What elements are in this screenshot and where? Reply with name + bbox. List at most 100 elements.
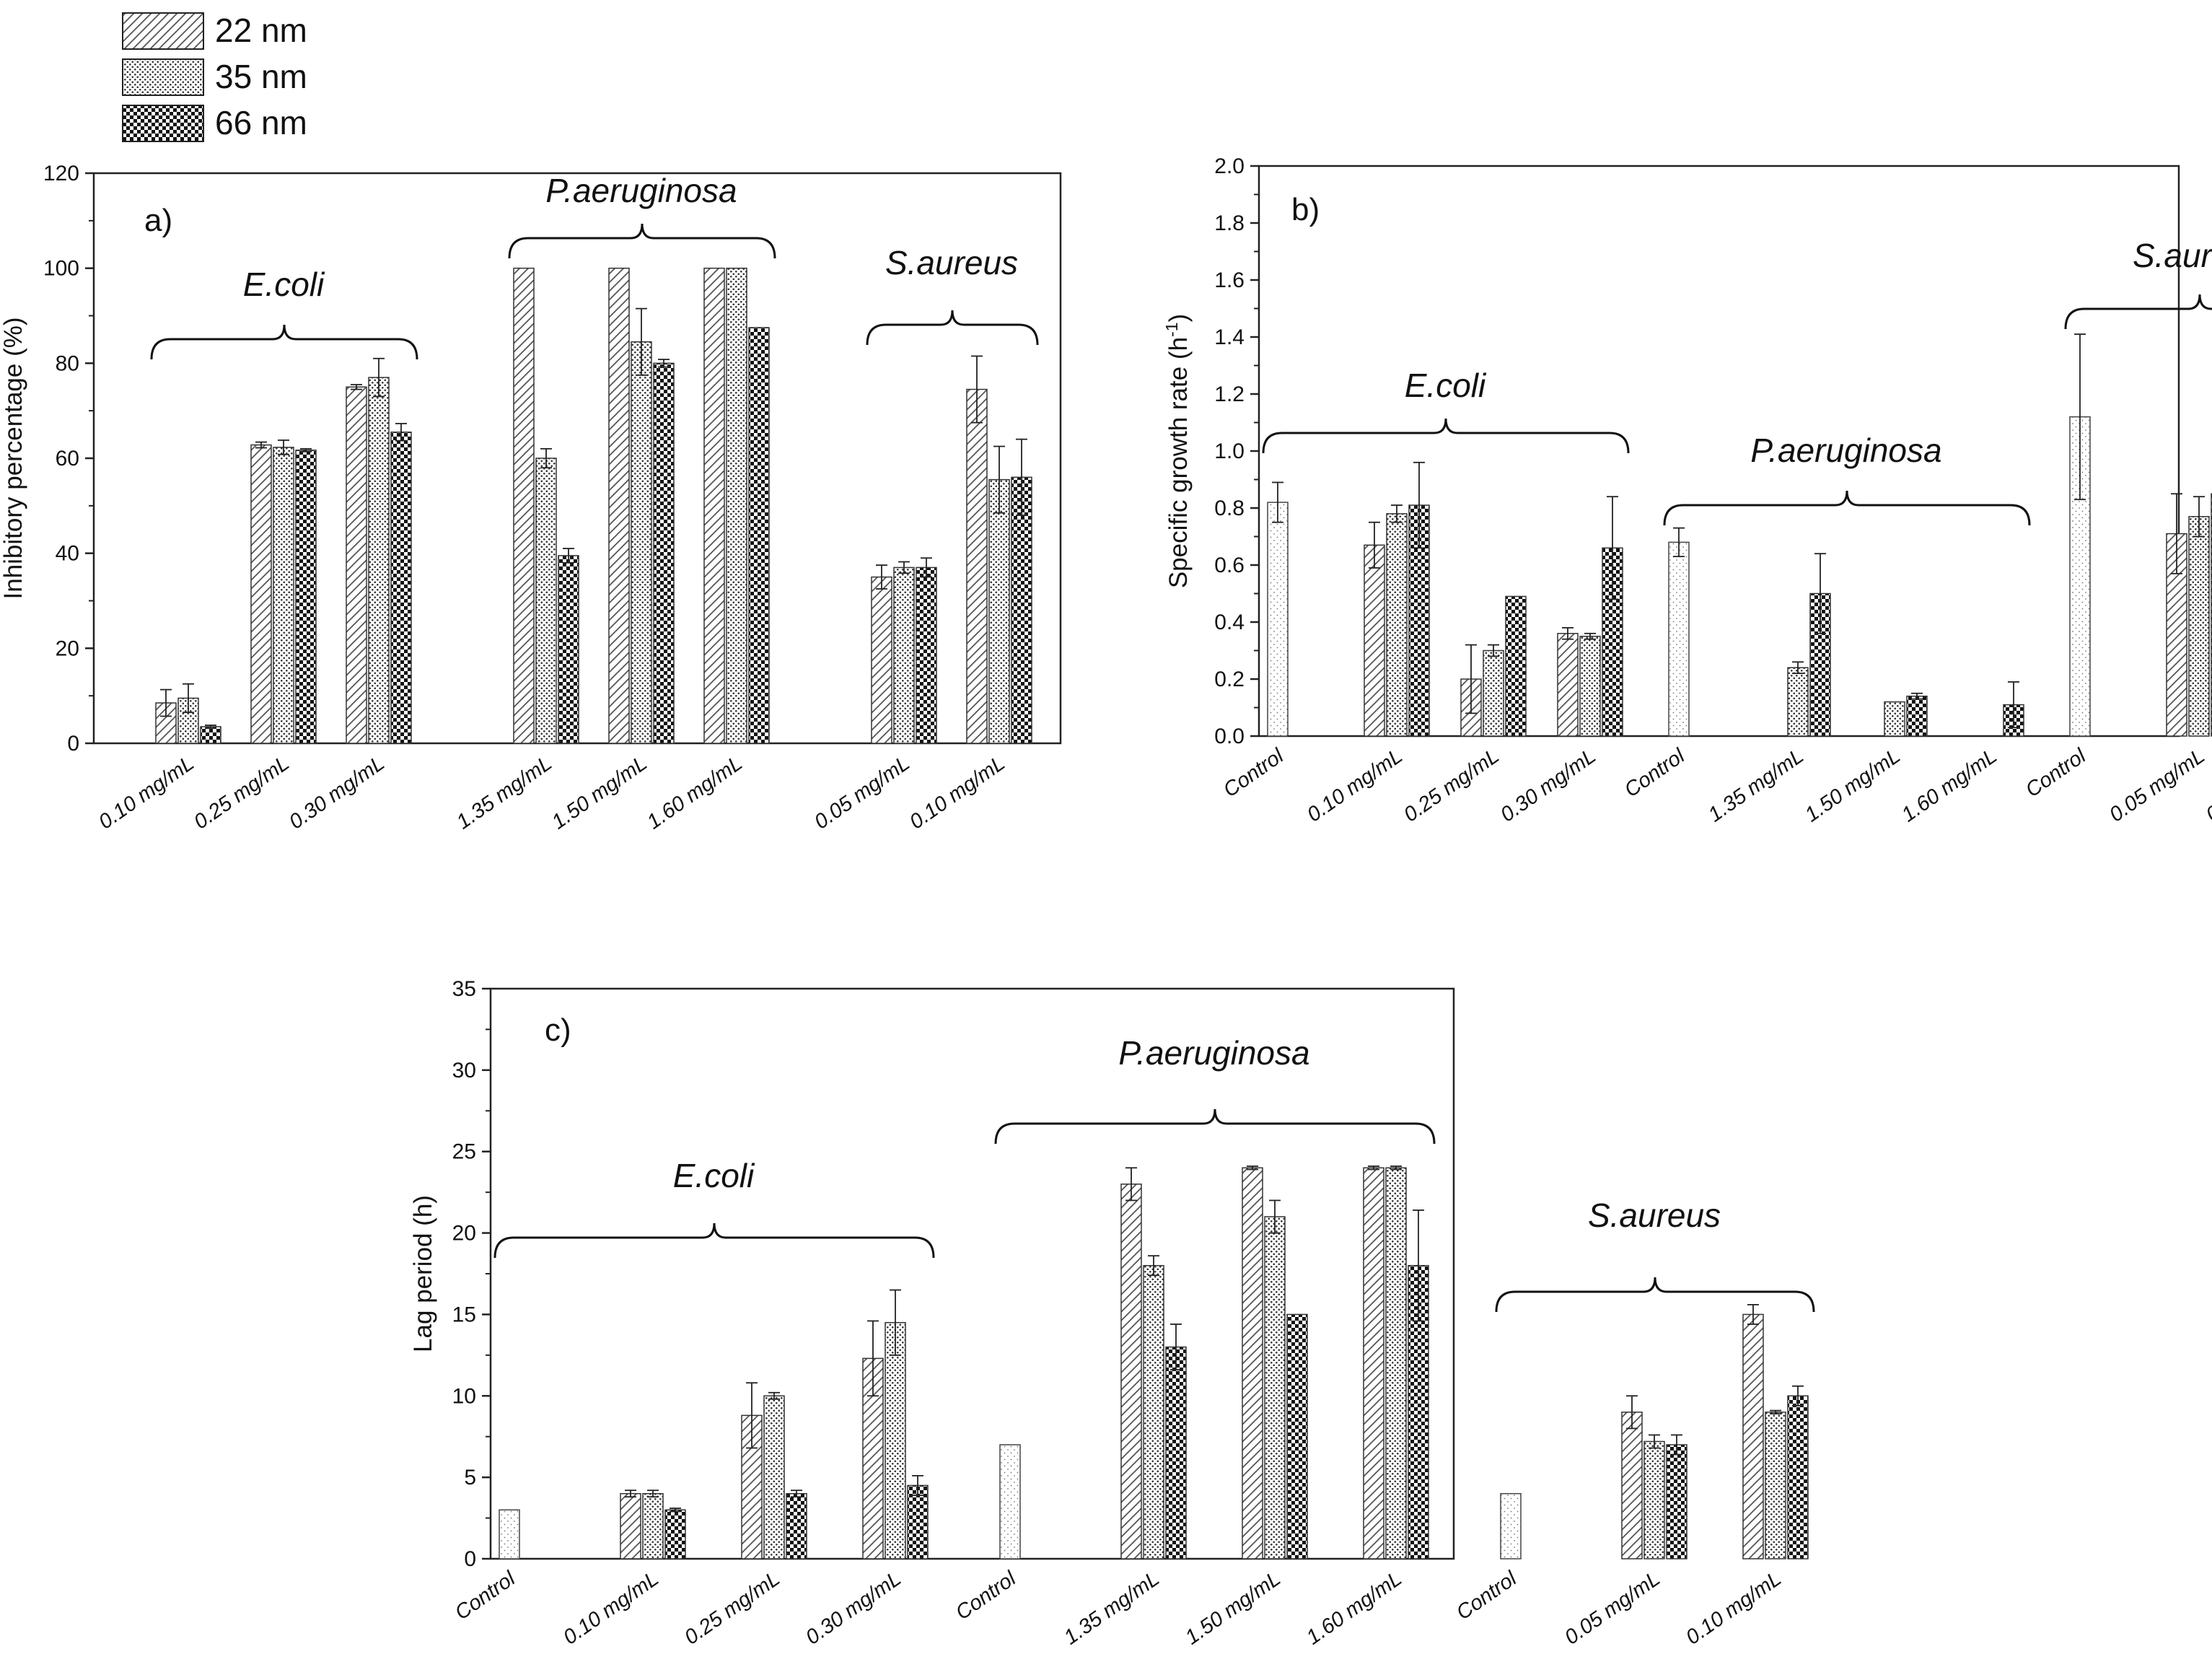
x-tick-label-control: Control (1620, 744, 1690, 802)
y-tick-label: 15 (452, 1303, 476, 1326)
y-tick-label: 1.8 (1214, 211, 1245, 235)
bar-e-coli-0-30-mg-ml-66-nm (390, 432, 412, 744)
y-tick-label: 20 (56, 636, 79, 660)
bar-p-aeruginosa-control (999, 1444, 1021, 1559)
x-tick-label-0-25-mg-ml: 0.25 mg/mL (1400, 745, 1504, 827)
bar-p-aeruginosa-1-50-mg-ml-66-nm (1906, 695, 1928, 737)
bar-e-coli-0-10-mg-ml-35-nm (1386, 513, 1408, 737)
legend-label-66nm: 66 nm (215, 104, 307, 141)
y-tick-label: 20 (452, 1222, 476, 1246)
y-tick-label: 2.0 (1214, 154, 1245, 178)
bar-p-aeruginosa-1-50-mg-ml-35-nm (1264, 1216, 1286, 1559)
y-tick-label: 1.6 (1214, 268, 1245, 292)
bar-p-aeruginosa-control (1668, 541, 1690, 737)
group-label-s-aureus: S.aureus (1588, 1196, 1721, 1234)
group-label-e-coli: E.coli (1405, 367, 1487, 404)
y-axis-title: Lag period (h) (409, 1195, 437, 1352)
bar-e-coli-0-30-mg-ml-22-nm (1557, 633, 1579, 737)
x-tick-label-control: Control (952, 1567, 1021, 1625)
bar-p-aeruginosa-1-50-mg-ml-35-nm (631, 341, 652, 744)
y-tick-label: 0 (464, 1547, 476, 1571)
bar-e-coli-0-30-mg-ml-66-nm (907, 1484, 929, 1559)
bar-s-aureus-0-05-mg-ml-66-nm (916, 566, 937, 744)
bar-p-aeruginosa-1-60-mg-ml-35-nm (726, 267, 747, 744)
bar-e-coli-0-25-mg-ml-66-nm (295, 450, 317, 744)
group-bracket-e-coli (493, 1222, 935, 1259)
x-tick-label-0-05-mg-ml: 0.05 mg/mL (1561, 1567, 1664, 1650)
bar-s-aureus-0-05-mg-ml-35-nm (1643, 1440, 1665, 1559)
x-tick-label-1-35-mg-ml: 1.35 mg/mL (452, 752, 556, 834)
legend-item-66nm: 66 nm (122, 104, 307, 142)
bar-s-aureus-0-10-mg-ml-22-nm (1742, 1313, 1764, 1559)
group-label-p-aeruginosa: P.aeruginosa (545, 172, 737, 209)
x-tick-label-1-60-mg-ml: 1.60 mg/mL (643, 752, 747, 834)
bar-e-coli-0-25-mg-ml-35-nm (763, 1395, 785, 1559)
y-tick-label: 25 (452, 1140, 476, 1164)
bar-s-aureus-0-05-mg-ml-22-nm (1621, 1412, 1643, 1559)
x-tick-label-1-35-mg-ml: 1.35 mg/mL (1060, 1567, 1164, 1650)
bar-p-aeruginosa-1-35-mg-ml-66-nm (1165, 1346, 1187, 1559)
group-bracket-s-aureus (1495, 1277, 1815, 1313)
bar-e-coli-0-25-mg-ml-66-nm (786, 1492, 807, 1559)
x-tick-label-1-50-mg-ml: 1.50 mg/mL (548, 752, 651, 834)
legend-swatch-checker (122, 105, 204, 142)
x-tick-label-0-10-mg-ml: 0.10 mg/mL (905, 752, 1009, 834)
group-bracket-s-aureus (2064, 294, 2212, 330)
chart-panel-a: 0 20 40 60 80 100 120 Inhibitory percentage (%)… (0, 162, 1062, 834)
bar-p-aeruginosa-1-50-mg-ml-66-nm (1286, 1313, 1308, 1559)
bar-s-aureus-0-10-mg-ml-66-nm (1011, 476, 1032, 744)
bar-s-aureus-0-10-mg-ml-66-nm (1787, 1395, 1809, 1559)
bar-s-aureus-0-05-mg-ml-22-nm (871, 576, 892, 744)
group-bracket-s-aureus (866, 310, 1039, 346)
bar-p-aeruginosa-1-60-mg-ml-22-nm (703, 267, 725, 744)
bar-p-aeruginosa-1-35-mg-ml-66-nm (558, 555, 579, 744)
x-tick-label-0-30-mg-ml: 0.30 mg/mL (802, 1567, 905, 1650)
y-tick-label: 35 (452, 977, 476, 1001)
x-tick-label-0-10-mg-ml: 0.10 mg/mL (559, 1567, 663, 1650)
bar-e-coli-control (499, 1509, 520, 1559)
group-bracket-e-coli (150, 324, 418, 360)
y-tick-label: 0.0 (1214, 725, 1245, 748)
bar-p-aeruginosa-1-35-mg-ml-35-nm (535, 458, 557, 744)
bar-p-aeruginosa-1-50-mg-ml-66-nm (653, 362, 675, 744)
bar-p-aeruginosa-1-50-mg-ml-22-nm (608, 267, 630, 744)
panel-label: c) (545, 1012, 571, 1048)
bar-e-coli-0-30-mg-ml-35-nm (1579, 636, 1601, 737)
chart-panel-b: 0.0 0.2 0.4 0.6 0.8 1.0 1.2 1.4 1.6 1.8 2.0 Specifi… (1162, 154, 2212, 827)
x-tick-label-control: Control (2022, 744, 2091, 802)
x-tick-label-0-30-mg-ml: 0.30 mg/mL (1496, 745, 1600, 827)
legend-label-22nm: 22 nm (215, 12, 307, 49)
y-tick-label: 0.8 (1214, 496, 1245, 520)
y-tick-label: 0 (67, 732, 79, 756)
x-tick-label-1-50-mg-ml: 1.50 mg/mL (1801, 745, 1905, 827)
legend-item-35nm: 35 nm (122, 58, 307, 96)
x-tick-label-0-05-mg-ml: 0.05 mg/mL (2105, 745, 2209, 827)
bar-e-coli-0-10-mg-ml-22-nm (1364, 544, 1385, 737)
bar-s-aureus-0-10-mg-ml-35-nm (988, 478, 1010, 744)
bar-e-coli-0-10-mg-ml-66-nm (200, 726, 221, 744)
x-tick-label-0-10-mg-ml: 0.10 mg/mL (95, 752, 198, 834)
y-tick-label: 30 (452, 1059, 476, 1082)
y-tick-label: 5 (464, 1466, 476, 1489)
y-axis-title-end: ) (1164, 314, 1193, 323)
group-label-e-coli: E.coli (243, 266, 325, 303)
x-tick-label-1-35-mg-ml: 1.35 mg/mL (1704, 745, 1808, 827)
bar-e-coli-0-25-mg-ml-66-nm (1505, 595, 1527, 737)
bar-p-aeruginosa-1-35-mg-ml-22-nm (1120, 1184, 1142, 1559)
bar-e-coli-0-30-mg-ml-22-nm (346, 386, 367, 744)
bar-e-coli-control (1267, 502, 1289, 737)
bar-p-aeruginosa-1-60-mg-ml-22-nm (1363, 1167, 1384, 1559)
y-tick-label: 60 (56, 447, 79, 471)
y-axis-title-superscript: -1 (1162, 322, 1181, 336)
legend-label-35nm: 35 nm (215, 58, 307, 95)
legend: 22 nm 35 nm 66 nm (122, 12, 307, 142)
bar-e-coli-0-10-mg-ml-35-nm (642, 1492, 664, 1559)
y-tick-label: 10 (452, 1384, 476, 1408)
bar-e-coli-0-25-mg-ml-35-nm (1483, 649, 1504, 737)
legend-item-22nm: 22 nm (122, 12, 307, 50)
y-tick-label: 0.4 (1214, 611, 1245, 634)
bar-e-coli-0-30-mg-ml-35-nm (885, 1321, 906, 1559)
x-tick-label-1-60-mg-ml: 1.60 mg/mL (1302, 1567, 1406, 1650)
chart-panel-c: 0 5 10 15 20 25 30 35 Lag period (h) c) Control 0.1… (409, 977, 1815, 1650)
group-label-s-aureus: S.aureus (2133, 237, 2212, 274)
